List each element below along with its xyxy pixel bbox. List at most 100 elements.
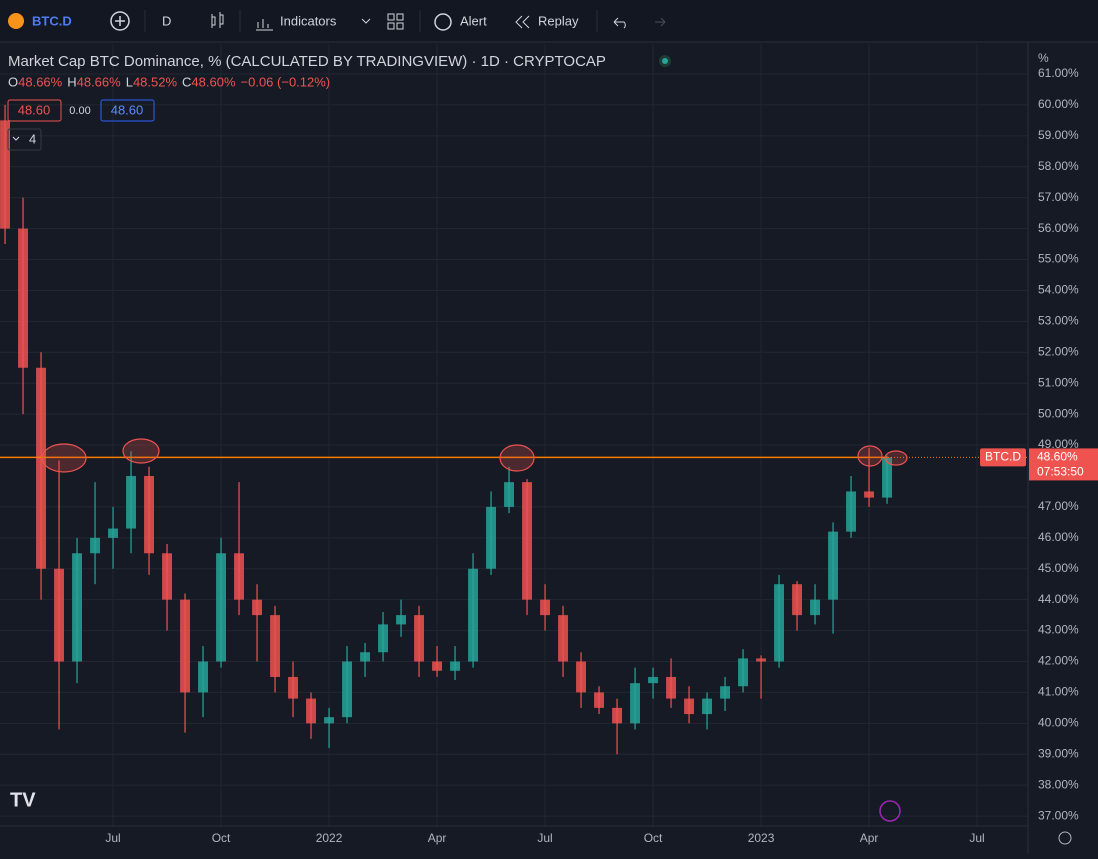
- countdown: 07:53:50: [1037, 465, 1084, 479]
- ask: 48.60: [111, 102, 144, 117]
- logo: TV: [10, 789, 36, 811]
- y-unit: %: [1038, 51, 1049, 65]
- symbol-tag-label: BTC.D: [985, 450, 1021, 464]
- price-tag-label: 48.60%: [1037, 450, 1078, 464]
- x-tick-label: Oct: [644, 831, 663, 845]
- candle-body: [306, 698, 316, 724]
- candle-body: [342, 661, 352, 718]
- add-symbol[interactable]: [110, 11, 130, 31]
- y-tick-label: 44.00%: [1038, 592, 1079, 606]
- candle-body: [738, 658, 749, 687]
- candle-body: [18, 228, 28, 368]
- candle-body: [378, 624, 388, 653]
- y-tick-label: 61.00%: [1038, 66, 1079, 80]
- candle-body: [612, 707, 623, 724]
- status-dot: [662, 58, 668, 64]
- ohlc-value: 48.66%: [77, 74, 122, 89]
- candle-body: [36, 367, 46, 569]
- candle-body: [756, 658, 767, 662]
- candle-body: [108, 528, 118, 538]
- x-tick-label: 2022: [316, 831, 343, 845]
- candle-body: [414, 615, 424, 662]
- replay-icon: [515, 15, 530, 29]
- y-tick-label: 59.00%: [1038, 128, 1079, 142]
- candle-body: [648, 676, 659, 684]
- ohlc-value: 48.60%: [191, 74, 236, 89]
- candle-body: [540, 599, 551, 616]
- settings[interactable]: [1058, 831, 1072, 845]
- y-tick-label: 50.00%: [1038, 406, 1079, 420]
- y-tick-label: 37.00%: [1038, 808, 1079, 822]
- symbol[interactable]: BTC.D: [32, 13, 72, 28]
- candle-body: [684, 698, 695, 715]
- collapse-box[interactable]: [7, 128, 42, 151]
- candle-body: [144, 475, 154, 554]
- chart-type[interactable]: [211, 12, 224, 28]
- interval[interactable]: D: [162, 13, 171, 28]
- symbol-icon: [8, 13, 24, 29]
- candle-body: [252, 599, 262, 616]
- candle-body: [558, 615, 569, 662]
- ask-box[interactable]: [100, 99, 155, 122]
- candle-body: [882, 457, 893, 498]
- templates[interactable]: [387, 13, 404, 30]
- candle-body: [576, 661, 587, 693]
- add-icon: [115, 16, 125, 26]
- x-tick-label: Oct: [212, 831, 231, 845]
- y-tick-label: 53.00%: [1038, 314, 1079, 328]
- y-tick-label: 57.00%: [1038, 190, 1079, 204]
- y-tick-label: 46.00%: [1038, 530, 1079, 544]
- chart-title: Market Cap BTC Dominance, % (CALCULATED …: [8, 53, 606, 70]
- y-tick-label: 49.00%: [1038, 437, 1079, 451]
- spread: 0.00: [69, 105, 90, 117]
- ohlc-change: −0.06 (−0.12%): [241, 74, 331, 89]
- y-tick-label: 43.00%: [1038, 623, 1079, 637]
- y-tick-label: 60.00%: [1038, 97, 1079, 111]
- y-tick-label: 45.00%: [1038, 561, 1079, 575]
- candle-body: [270, 615, 280, 677]
- toolbar-separators: [144, 10, 598, 32]
- candle-body: [162, 553, 172, 600]
- x-tick-label: Jul: [969, 831, 984, 845]
- candle-body: [234, 553, 244, 600]
- y-tick-label: 41.00%: [1038, 685, 1079, 699]
- candle-body: [198, 661, 208, 693]
- flash-icon[interactable]: [879, 800, 901, 822]
- x-tick-label: Apr: [428, 831, 447, 845]
- ohlc-key: L: [126, 74, 133, 89]
- candle-body: [450, 661, 460, 671]
- dropdown[interactable]: [361, 18, 371, 24]
- ohlc-row: O 48.66% H 48.66% L 48.52% C 48.60% −0.06 (−0.12…: [8, 74, 330, 89]
- bid-box[interactable]: [7, 99, 62, 122]
- alert[interactable]: Alert: [460, 13, 487, 28]
- candle-body: [792, 584, 803, 616]
- candle-body: [594, 692, 605, 708]
- ohlc-value: 48.66%: [18, 74, 63, 89]
- candle-body: [54, 568, 64, 662]
- y-tick-label: 47.00%: [1038, 499, 1079, 513]
- candle-body: [810, 599, 821, 616]
- drawn-circles: [41, 438, 908, 473]
- replay[interactable]: Replay: [538, 13, 579, 28]
- candle-body: [828, 531, 839, 600]
- indicators[interactable]: Indicators: [280, 13, 337, 28]
- candle-body: [630, 683, 641, 724]
- symbol-tag: [980, 448, 1026, 467]
- alert-icon: [434, 13, 452, 31]
- candle-body: [504, 482, 514, 507]
- candle-body: [324, 717, 334, 724]
- y-tick-label: 42.00%: [1038, 654, 1079, 668]
- candle-body: [774, 584, 785, 662]
- x-tick-label: Jul: [105, 831, 120, 845]
- candle-body: [522, 482, 533, 600]
- candle-body: [72, 553, 82, 662]
- indicators-icon: [256, 19, 273, 31]
- price-tag: [1029, 448, 1098, 481]
- candle-body: [396, 615, 406, 625]
- undo[interactable]: [613, 17, 626, 29]
- candle-body: [0, 120, 10, 229]
- redo[interactable]: [655, 17, 666, 27]
- candle-body: [720, 686, 731, 699]
- candle-body: [432, 661, 442, 671]
